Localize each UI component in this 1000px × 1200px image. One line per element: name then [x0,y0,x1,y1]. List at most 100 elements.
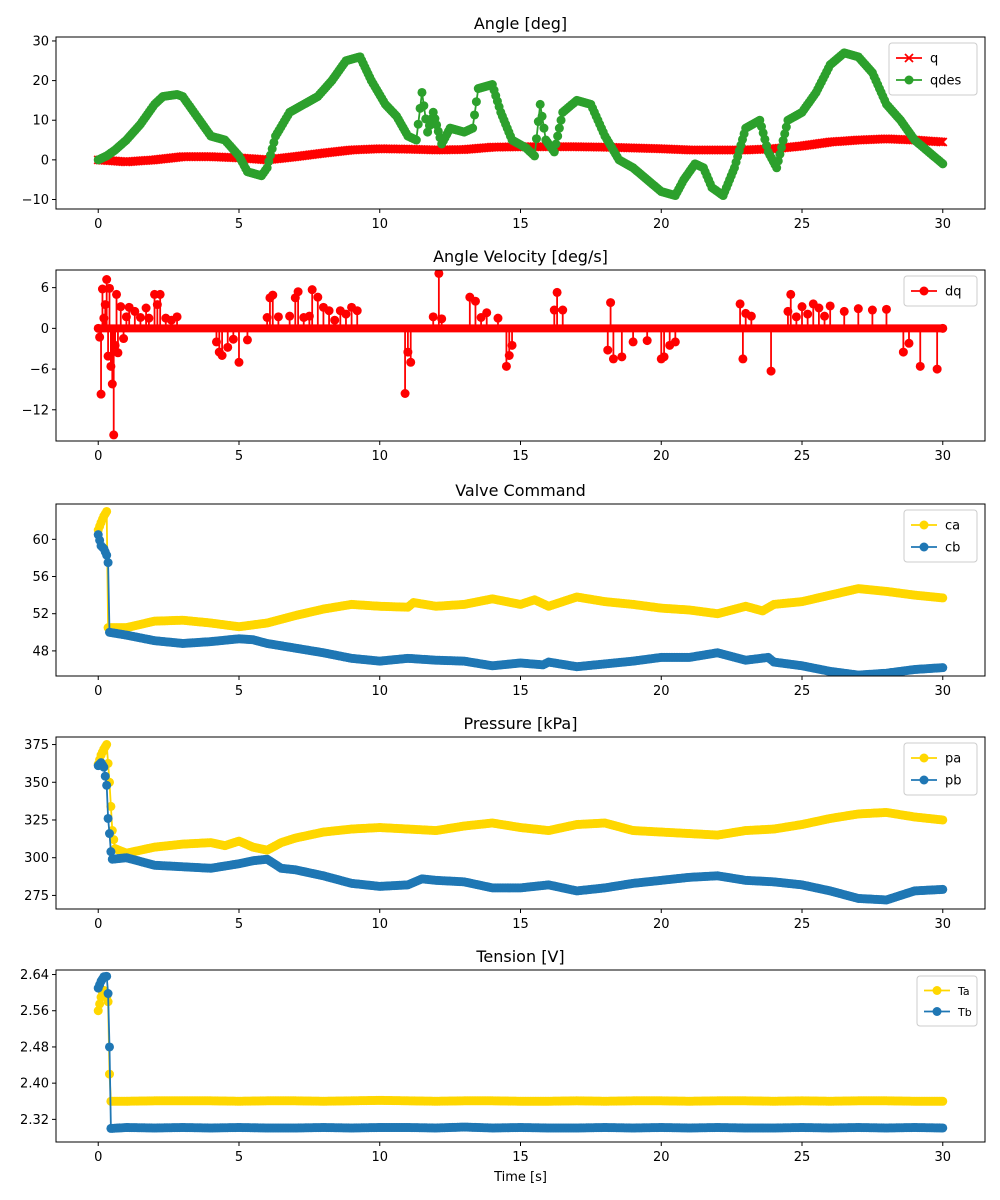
y-tick-label: 0 [41,153,49,168]
x-tick-label: 25 [794,1150,811,1165]
x-tick-label: 10 [371,217,388,232]
y-tick-label: 375 [24,738,49,753]
data-point [504,351,514,360]
data-point [934,137,945,147]
data-point [95,332,105,342]
x-tick-label: 15 [512,1150,529,1165]
data-point [113,348,123,358]
y-tick-label: 60 [32,533,49,548]
y-tick-label: 10 [32,114,49,129]
data-point [116,302,126,312]
data-point [470,110,480,120]
legend: ca cb [903,509,978,563]
data-point [814,303,824,313]
data-point [211,337,221,347]
data-point [551,139,561,149]
data-point [608,354,618,364]
y-tick-label: −12 [22,403,49,418]
y-tick-label: 275 [24,889,49,904]
data-point [99,762,109,772]
data-point [102,275,112,284]
axes-frame [55,503,986,677]
legend-label: q [930,52,938,67]
x-tick-label: 30 [934,449,951,464]
data-point [786,289,796,299]
data-point [93,1006,103,1016]
data-point [95,999,105,1009]
data-point [531,134,541,144]
plot-area [93,48,948,201]
data-point [104,1042,114,1052]
legend-marker [919,520,929,530]
data-point [772,163,782,173]
x-tick-label: 0 [94,217,102,232]
x-tick-label: 0 [94,684,102,699]
x-tick-label: 5 [235,684,243,699]
data-point [428,312,438,322]
data-point [501,361,511,371]
data-point [781,122,791,132]
data-point [898,347,908,357]
panel-2: Angle Velocity [deg/s] 0 5 10 15 20 25 30 −12 −6 0… [22,247,986,464]
x-tick-label: 25 [794,917,811,932]
x-tick-label: 25 [794,449,811,464]
data-point [102,971,112,981]
data-point [938,884,948,894]
data-point [738,354,748,364]
data-point [217,351,227,360]
data-point [535,99,545,109]
y-tick-label: 52 [32,607,49,622]
legend-label: qdes [930,74,962,89]
panel-1: Angle [deg] 0 5 10 15 20 25 30 −10 0 10 20 30 q qdes [22,14,986,232]
y-tick-label: 6 [41,281,49,296]
data-point [471,97,481,107]
x-tick-label: 20 [653,684,670,699]
legend-marker [919,775,929,785]
x-tick-label: 30 [934,1150,951,1165]
x-tick-label: 5 [235,1150,243,1165]
data-point [468,123,478,133]
data-point [307,285,317,295]
data-point [103,351,113,361]
plot-area [93,971,948,1133]
data-point [797,302,807,312]
data-point [507,340,517,350]
legend-marker [919,286,929,296]
data-point [93,323,103,333]
data-point [352,306,362,316]
legend-label: pb [945,774,962,789]
series-line [97,741,943,855]
x-tick-label: 15 [512,449,529,464]
axes-frame [55,736,986,910]
data-point [293,287,303,297]
legend-box [903,509,978,563]
legend: Ta Tb [916,975,978,1027]
y-tick-label: 2.48 [20,1040,49,1055]
data-point [106,847,116,857]
data-point [780,129,790,139]
y-tick-label: 325 [24,813,49,828]
data-point [549,305,559,315]
data-point [482,308,492,318]
series-line [97,51,944,197]
data-point [97,284,107,294]
panel-title: Valve Command [455,481,586,500]
legend-label: cb [945,541,960,556]
data-point [273,312,283,322]
y-tick-label: −6 [30,363,49,378]
series-pb [93,758,948,905]
data-point [96,389,106,399]
panel-3: Valve Command 0 5 10 15 20 25 30 48 52 56 60 ca cb [32,481,986,699]
data-point [413,119,423,129]
x-tick-label: 15 [512,217,529,232]
data-point [820,311,830,321]
data-point [839,306,849,316]
data-point [130,306,140,316]
data-point [406,357,416,367]
data-point [746,311,756,321]
data-point [172,312,182,322]
data-point [628,337,638,347]
data-point [102,506,112,516]
series-ca [93,506,948,633]
